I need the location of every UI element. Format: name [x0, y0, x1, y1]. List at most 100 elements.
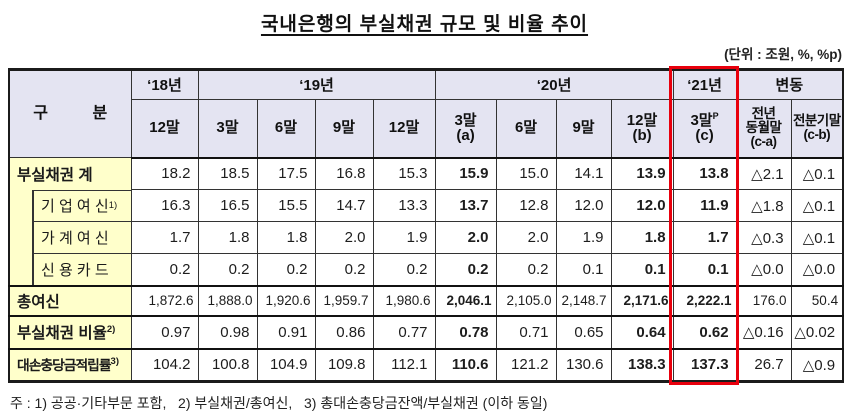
cell: 2.0 — [434, 221, 497, 254]
cell: 1,920.6 — [256, 284, 316, 316]
cell: 2,046.1 — [434, 284, 497, 316]
cell: 2,105.0 — [495, 284, 557, 316]
cell: 0.77 — [372, 314, 436, 349]
cell: 2,171.6 — [610, 284, 674, 316]
corner-header: 구 분 — [8, 69, 132, 158]
table-row-credit-card: 신 용 카 드 0.2 0.2 0.2 0.2 0.2 0.2 0.2 0.1 … — [8, 253, 844, 286]
cell: 0.64 — [610, 314, 674, 349]
cell: 1.8 — [610, 221, 674, 254]
cell: 0.78 — [434, 314, 497, 349]
npl-table: 구 분 ‘18년 ‘19년 ‘20년 ‘21년 변동 12말 3말 6말 9말 … — [8, 68, 845, 383]
year-group-2020: ‘20년 — [434, 69, 674, 100]
cell: 0.2 — [197, 253, 258, 286]
cell: 13.7 — [434, 189, 497, 222]
col-header-19-9: 9말 — [314, 99, 374, 159]
cell: 104.9 — [256, 347, 316, 382]
table-row-npl-ratio: 부실채권 비율2) 0.97 0.98 0.91 0.86 0.77 0.78 … — [8, 314, 844, 349]
table-row-npl-total: 부실채권 계 18.2 18.5 17.5 16.8 15.3 15.9 15.… — [8, 157, 844, 190]
year-group-2018: ‘18년 — [130, 69, 199, 100]
table-row-corporate-loans: 기 업 여 신 1) 16.3 16.5 15.5 14.7 13.3 13.7 … — [8, 189, 844, 222]
cell: 109.8 — [314, 347, 374, 382]
unit-note: (단위 : 조원, %, %p) — [724, 47, 842, 62]
cell: 1.9 — [372, 221, 436, 254]
cell: 0.1 — [610, 253, 674, 286]
cell: 137.3 — [672, 347, 737, 382]
cell: 15.3 — [372, 157, 436, 190]
cell: 0.2 — [314, 253, 374, 286]
cell: 2,222.1 — [672, 284, 737, 316]
col-header-20-6: 6말 — [495, 99, 557, 159]
cell: 0.71 — [495, 314, 557, 349]
cell: 17.5 — [256, 157, 316, 190]
row-label: 가 계 여 신 — [8, 221, 132, 254]
cell: 121.2 — [495, 347, 557, 382]
cell: 0.86 — [314, 314, 374, 349]
cell: 176.0 — [735, 284, 792, 316]
footnote: 주 : 1) 공공·기타부문 포함, 2) 부실채권/총여신, 3) 총대손충당… — [10, 395, 548, 411]
table-row-coverage-ratio: 대손충당금적립률3) 104.2 100.8 104.9 109.8 112.1… — [8, 347, 844, 382]
cell: 1.7 — [130, 221, 199, 254]
cell: 14.7 — [314, 189, 374, 222]
cell: △0.0 — [790, 253, 844, 286]
cell: 1,888.0 — [197, 284, 258, 316]
cell: 15.0 — [495, 157, 557, 190]
cell: 2.0 — [314, 221, 374, 254]
npl-table-wrap: 구 분 ‘18년 ‘19년 ‘20년 ‘21년 변동 12말 3말 6말 9말 … — [8, 66, 845, 385]
cell: 2,148.7 — [555, 284, 612, 316]
col-header-20-9: 9말 — [555, 99, 612, 159]
cell: △0.1 — [790, 157, 844, 190]
cell: 0.98 — [197, 314, 258, 349]
cell: 12.0 — [610, 189, 674, 222]
col-header-21-3c: 3말P (c) — [672, 99, 737, 159]
cell: 0.1 — [555, 253, 612, 286]
cell: 1.9 — [555, 221, 612, 254]
cell: 26.7 — [735, 347, 792, 382]
cell: 13.3 — [372, 189, 436, 222]
cell: 1,872.6 — [130, 284, 199, 316]
table-row-household-loans: 가 계 여 신 1.7 1.8 1.8 2.0 1.9 2.0 2.0 1.9 … — [8, 221, 844, 254]
cell: 0.1 — [672, 253, 737, 286]
cell: 18.5 — [197, 157, 258, 190]
cell: △0.0 — [735, 253, 792, 286]
cell: △0.3 — [735, 221, 792, 254]
cell: 2.0 — [495, 221, 557, 254]
header-row-periods: 12말 3말 6말 9말 12말 3말 (a) 6말 9말 12말 (b) 3말P(… — [9, 99, 844, 159]
cell: 16.3 — [130, 189, 199, 222]
col-header-18-12: 12말 — [130, 99, 199, 159]
cell: 110.6 — [434, 347, 497, 382]
cell: 13.9 — [610, 157, 674, 190]
cell: 0.2 — [130, 253, 199, 286]
cell: △0.9 — [790, 347, 844, 382]
cell: △0.1 — [790, 221, 844, 254]
cell: 0.62 — [672, 314, 737, 349]
header-row-years: 구 분 ‘18년 ‘19년 ‘20년 ‘21년 변동 — [8, 69, 844, 158]
cell: △2.1 — [735, 157, 792, 190]
cell: 0.91 — [256, 314, 316, 349]
cell: △0.1 — [790, 189, 844, 222]
cell: 0.2 — [495, 253, 557, 286]
row-label: 대손충당금적립률3) — [8, 347, 132, 382]
cell: △0.16 — [735, 314, 792, 349]
cell: 0.65 — [555, 314, 612, 349]
cell: 12.0 — [555, 189, 612, 222]
cell: 138.3 — [610, 347, 674, 382]
cell: 12.8 — [495, 189, 557, 222]
row-label: 부실채권 비율2) — [8, 314, 132, 349]
row-label: 부실채권 계 — [8, 157, 132, 190]
cell: △1.8 — [735, 189, 792, 222]
row-label: 기 업 여 신 1) — [8, 189, 132, 222]
cell: 16.5 — [197, 189, 258, 222]
cell: 0.97 — [130, 314, 199, 349]
cell: 0.2 — [372, 253, 436, 286]
row-label: 총여신 — [8, 284, 132, 316]
year-group-change: 변동 — [735, 69, 844, 100]
cell: 18.2 — [130, 157, 199, 190]
cell: 112.1 — [372, 347, 436, 382]
col-header-19-6: 6말 — [256, 99, 316, 159]
cell: 0.2 — [256, 253, 316, 286]
cell: 13.8 — [672, 157, 737, 190]
cell: 1,980.6 — [372, 284, 436, 316]
table-row-total-loans: 총여신 1,872.6 1,888.0 1,920.6 1,959.7 1,98… — [8, 284, 844, 316]
col-header-change-cb: 전분기말 (c-b) — [790, 99, 844, 159]
